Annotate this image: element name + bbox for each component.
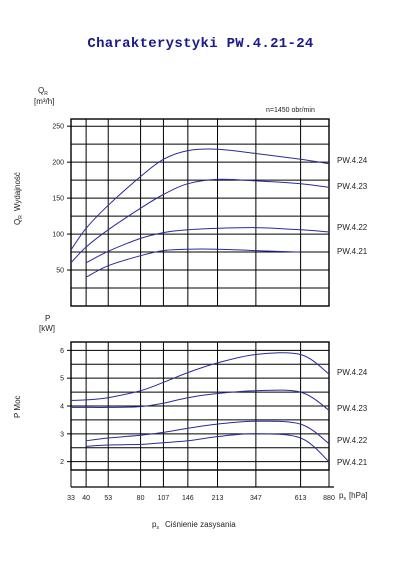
y-tick-label: 4: [60, 404, 64, 411]
series-line-pw-4-24: [70, 352, 330, 401]
series-line-pw-4-21: [86, 433, 330, 463]
x-axis-label: ps [hPa]: [339, 491, 368, 502]
y-tick-label: 200: [52, 160, 64, 167]
x-axis-title: ps Ciśnienie zasysania: [152, 520, 236, 531]
series-line-pw-4-23: [70, 389, 330, 411]
series-line-pw-4-21: [85, 248, 301, 278]
power-ylabel-unit: [kW]: [39, 324, 55, 333]
series-label: PW.4.21: [337, 247, 368, 256]
chart-title: Charakterystyki PW.4.21-24: [87, 36, 314, 52]
x-tick-label: 880: [323, 495, 335, 502]
series-label: PW.4.22: [337, 436, 368, 445]
y-tick-label: 50: [56, 268, 64, 275]
series-label: PW.4.24: [337, 368, 368, 377]
plot-frame: [70, 118, 330, 307]
x-tick-label: 107: [158, 495, 170, 502]
speed-annotation: n=1450 obr/min: [266, 107, 315, 114]
y-tick-label: 100: [52, 232, 64, 239]
series-label: PW.4.24: [337, 156, 368, 165]
flow-ylabel-side: QRWydajność: [13, 172, 24, 225]
y-tick-label: 150: [52, 196, 64, 203]
power-ylabel-side: P Moc: [13, 395, 22, 418]
x-tick-label: 347: [250, 495, 262, 502]
series-label: PW.4.23: [337, 404, 368, 413]
series-label: PW.4.22: [337, 223, 368, 232]
x-tick-label: 613: [295, 495, 307, 502]
series-line-pw-4-22: [85, 227, 330, 264]
flow-ylabel-top: QR: [38, 86, 48, 97]
x-tick-label: 40: [82, 495, 90, 502]
flow-ylabel-unit: [m³/h]: [34, 97, 54, 106]
series-line-pw-4-22: [86, 420, 330, 445]
series-line-pw-4-23: [70, 178, 330, 264]
series-label: PW.4.23: [337, 182, 368, 191]
y-tick-label: 6: [60, 348, 64, 355]
y-tick-label: 250: [52, 124, 64, 131]
x-tick-label: 80: [137, 495, 145, 502]
x-tick-label: 33: [67, 495, 75, 502]
y-tick-label: 3: [60, 431, 64, 438]
series-label: PW.4.21: [337, 458, 368, 467]
y-tick-label: 2: [60, 459, 64, 466]
x-tick-label: 213: [212, 495, 224, 502]
series-line-pw-4-24: [70, 148, 330, 251]
y-tick-label: 5: [60, 376, 64, 383]
power-ylabel-top: P: [45, 314, 50, 323]
x-tick-label: 53: [104, 495, 112, 502]
x-tick-label: 146: [182, 495, 194, 502]
